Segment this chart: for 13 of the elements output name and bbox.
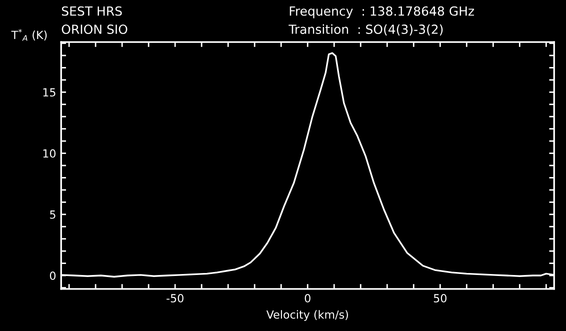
y-tick-label: 0 [50,271,56,280]
x-tick-label: -50 [166,294,184,302]
y-tick-label: 15 [43,88,56,97]
text: Frequency : 138.178648 GHz [290,6,474,18]
y-axis-title: T$^{*}$$_{A}$ (K) [11,28,47,41]
x-axis-title: Velocity (km/s) [266,310,348,321]
text: Transition : SO(4(3)-3(2) [288,24,443,36]
y-tick-label: 10 [43,149,56,158]
x-tick-label: 0 [304,294,310,302]
y-tick-label: 5 [50,210,56,219]
text: SEST HRS [62,6,122,16]
x-tick-label: 50 [434,294,446,302]
text: ORION SIO [62,24,128,34]
